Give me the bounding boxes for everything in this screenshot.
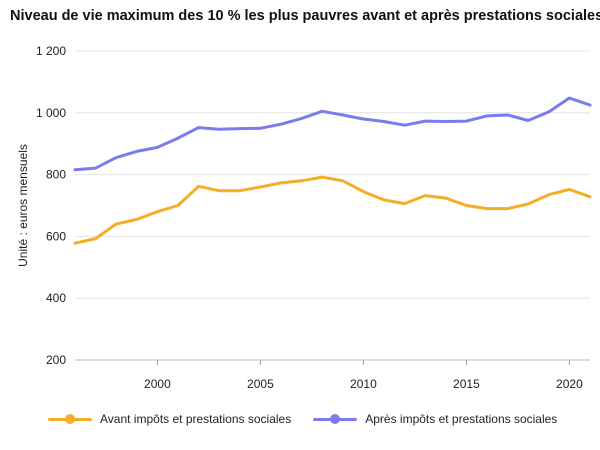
x-tick-label: 2005: [247, 377, 274, 391]
x-tick-label: 2015: [453, 377, 480, 391]
y-tick-label: 600: [46, 229, 66, 243]
legend-swatch-avant: [48, 413, 92, 425]
legend-item-apres[interactable]: Après impôts et prestations sociales: [313, 412, 557, 426]
x-tick-label: 2010: [350, 377, 377, 391]
legend-label-avant: Avant impôts et prestations sociales: [100, 412, 292, 426]
legend-swatch-apres: [313, 413, 358, 425]
y-tick-label: 400: [46, 291, 66, 305]
legend: Avant impôts et prestations sociales Apr…: [48, 412, 557, 426]
series-line-apres: [73, 96, 592, 172]
legend-item-avant[interactable]: Avant impôts et prestations sociales: [48, 412, 291, 426]
legend-label-apres: Après impôts et prestations sociales: [365, 412, 558, 426]
chart-title: Niveau de vie maximum des 10 % les plus …: [10, 8, 600, 24]
y-axis-label: Unité : euros mensuels: [16, 144, 30, 267]
series-line-avant: [73, 175, 592, 245]
y-tick-label: 200: [46, 353, 66, 367]
x-tick-label: 2000: [144, 377, 171, 391]
x-tick-label: 2020: [556, 377, 583, 391]
y-tick-label: 1 000: [36, 106, 66, 120]
y-tick-label: 800: [46, 168, 66, 182]
y-tick-label: 1 200: [36, 44, 66, 58]
